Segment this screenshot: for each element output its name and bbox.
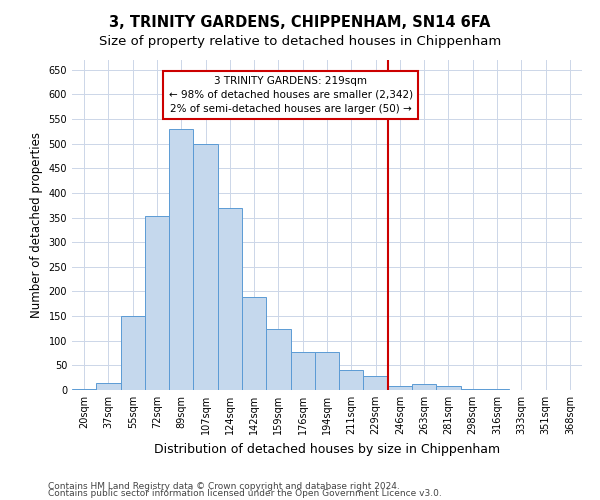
Bar [485,389,509,390]
Bar [388,386,412,390]
Bar [193,144,218,390]
Bar [339,370,364,390]
Bar [364,376,388,390]
Text: Contains HM Land Registry data © Crown copyright and database right 2024.: Contains HM Land Registry data © Crown c… [48,482,400,491]
Bar [290,352,315,390]
Text: Size of property relative to detached houses in Chippenham: Size of property relative to detached ho… [99,35,501,48]
Text: Contains public sector information licensed under the Open Government Licence v3: Contains public sector information licen… [48,489,442,498]
Bar [412,384,436,390]
Bar [96,382,121,390]
X-axis label: Distribution of detached houses by size in Chippenham: Distribution of detached houses by size … [154,442,500,456]
Y-axis label: Number of detached properties: Number of detached properties [30,132,43,318]
Text: 3 TRINITY GARDENS: 219sqm
← 98% of detached houses are smaller (2,342)
2% of sem: 3 TRINITY GARDENS: 219sqm ← 98% of detac… [169,76,413,114]
Bar [145,216,169,390]
Bar [315,352,339,390]
Bar [242,298,266,390]
Bar [121,316,145,390]
Bar [169,129,193,390]
Text: 3, TRINITY GARDENS, CHIPPENHAM, SN14 6FA: 3, TRINITY GARDENS, CHIPPENHAM, SN14 6FA [109,15,491,30]
Bar [72,388,96,390]
Bar [218,208,242,390]
Bar [436,386,461,390]
Bar [266,330,290,390]
Bar [461,388,485,390]
